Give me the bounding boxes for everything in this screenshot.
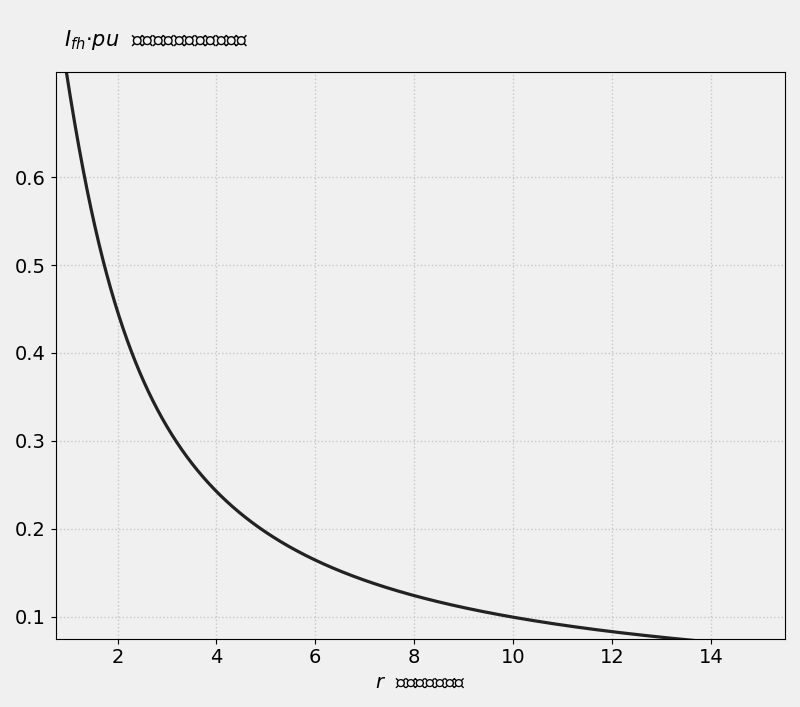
X-axis label: $r$  （谐波电阵値）: $r$ （谐波电阵値） bbox=[375, 673, 466, 692]
Text: $I_{fh}{\cdot}pu$  （无功支路电流标么値）: $I_{fh}{\cdot}pu$ （无功支路电流标么値） bbox=[64, 28, 249, 52]
